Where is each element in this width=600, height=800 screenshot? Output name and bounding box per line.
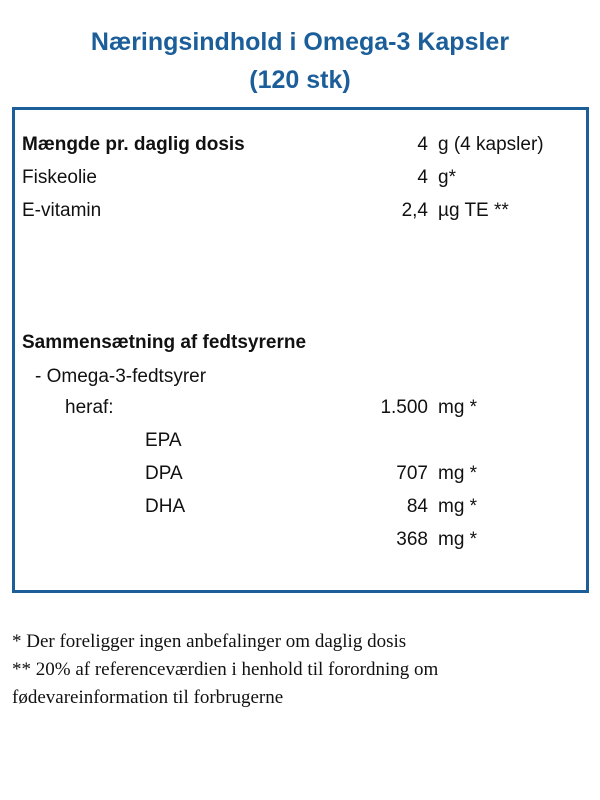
unit: g* — [438, 167, 456, 188]
title: (120 stk) — [249, 66, 351, 94]
heading: Mængde pr. daglig dosis — [22, 134, 245, 155]
unit: mg * — [438, 397, 478, 418]
label: E-vitamin — [22, 200, 102, 221]
value: 2,4 — [401, 200, 428, 221]
label: Fiskeolie — [22, 167, 97, 188]
label: EPA — [145, 430, 182, 451]
unit: mg * — [438, 496, 478, 517]
value: 707 — [396, 463, 428, 484]
table-frame — [12, 107, 589, 593]
footnotes: * Der foreligger ingen anbefalinger om d… — [12, 628, 482, 712]
unit: µg TE ** — [438, 200, 509, 221]
value: 1.500 — [380, 397, 428, 418]
footnote: ** 20% af referenceværdien i henhold til… — [12, 659, 439, 708]
label: DHA — [145, 496, 186, 517]
footnote: * Der foreligger ingen anbefalinger om d… — [12, 631, 407, 652]
unit: g (4 kapsler) — [438, 134, 544, 155]
value: 84 — [406, 496, 428, 517]
heading: Sammensætning af fedtsyrerne — [22, 332, 307, 353]
label: - Omega-3-fedtsyrer — [35, 366, 207, 387]
label: DPA — [145, 463, 183, 484]
label: heraf: — [65, 397, 114, 418]
value: 4 — [417, 167, 428, 188]
title: Næringsindhold i Omega-3 Kapsler — [90, 28, 510, 56]
value: 4 — [417, 134, 428, 155]
unit: mg * — [438, 463, 478, 484]
value: 368 — [396, 529, 428, 550]
unit: mg * — [438, 529, 478, 550]
